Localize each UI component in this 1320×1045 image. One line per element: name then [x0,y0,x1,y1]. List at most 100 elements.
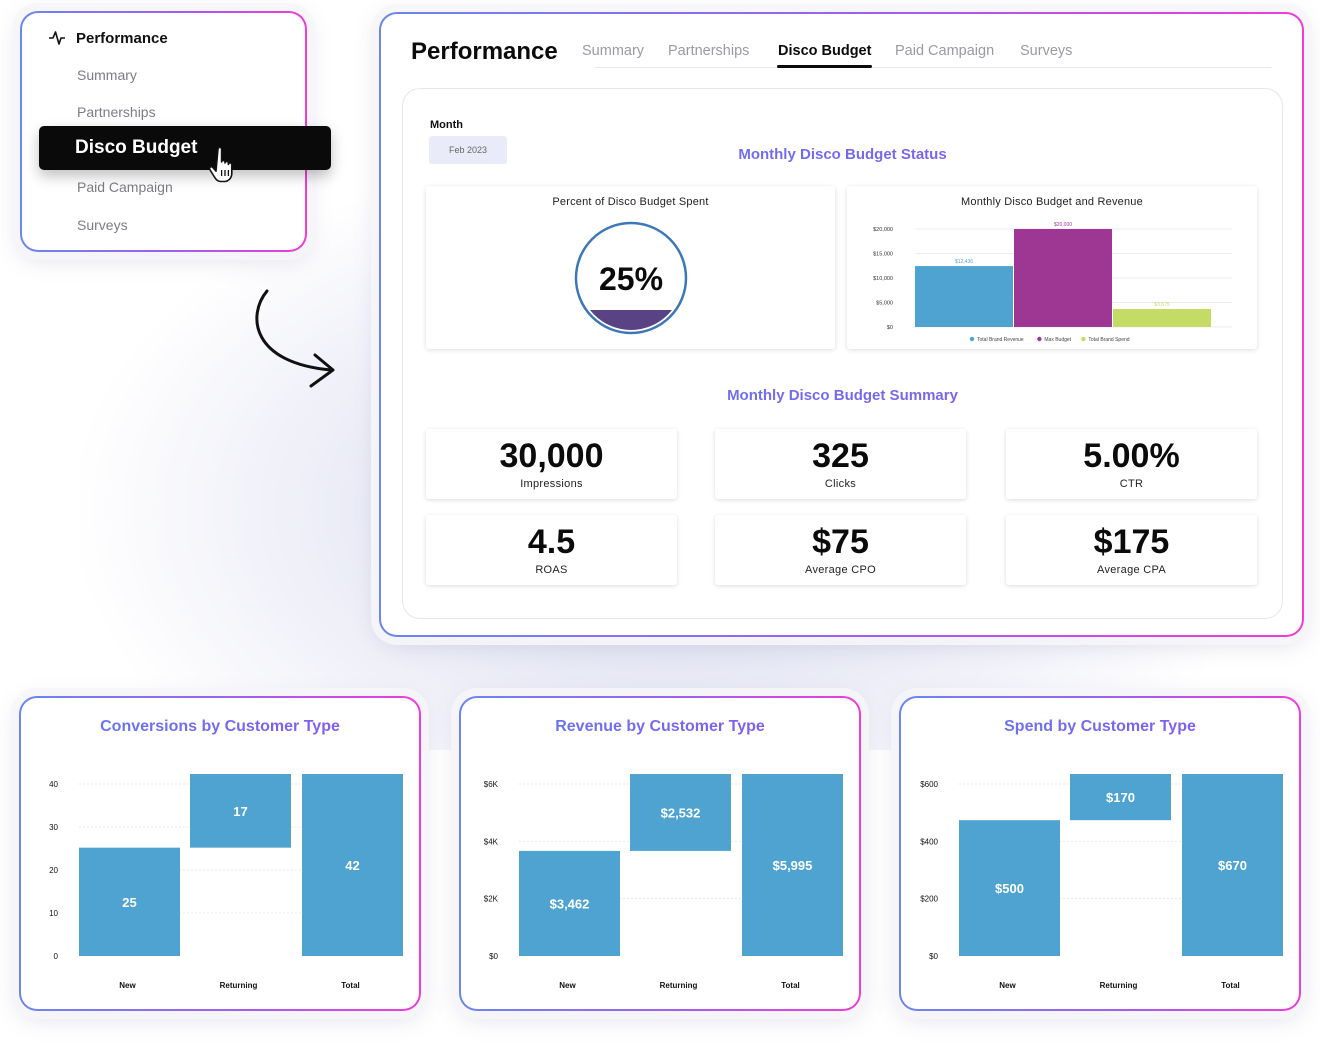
kpi-label: CTR [1119,478,1144,490]
bar-new[interactable] [519,850,620,956]
bar-total-brand-spend[interactable] [1113,308,1211,327]
bar-data-label: $170 [1106,790,1135,805]
sidebar-item-paid-campaign[interactable]: Paid Campaign [77,179,173,195]
bar-returning[interactable] [630,774,731,851]
curved-arrow-icon [255,289,335,388]
y-tick-label: $0 [887,325,893,331]
active-tab-indicator [777,65,872,68]
y-tick-label: 20 [49,866,58,875]
bar-data-label: $3,675 [1154,302,1170,308]
x-tick-label: Total [341,981,360,990]
revenue-card: Revenue by Customer Type $6K $4K $2K $0 $3,4… [459,696,861,1011]
y-tick-label: 40 [49,780,58,789]
kpi-card-roas: 4.5 ROAS [426,515,677,585]
kpi-label: Average CPA [1097,564,1166,576]
sidebar-header-label: Performance [76,29,168,47]
legend-swatch [1081,336,1086,342]
kpi-value: 30,000 [499,437,604,475]
bar-returning[interactable] [190,774,291,848]
tab-bar: Summary Partnerships Disco Budget Paid C… [582,14,1271,68]
spend-title: Spend by Customer Type [901,718,1299,736]
month-select[interactable]: Feb 2023 [429,136,507,164]
kpi-label: Average CPO [805,564,876,576]
bar-data-label: $2,532 [661,805,701,820]
gauge-ring [574,221,688,335]
main-panel: Performance Summary Partnerships Disco B… [379,12,1304,637]
kpi-label: Clicks [824,478,857,490]
y-tick-label: $200 [920,895,938,904]
bar-total-brand-revenue[interactable] [915,266,1013,327]
budget-revenue-chart: $20,000 $15,000 $10,000 $5,000 $0 $12,436 $20,… [873,222,1232,343]
bar-data-label: $500 [995,881,1024,896]
y-tick-label: $2K [484,895,499,904]
summary-section-title: Monthly Disco Budget Summary [403,387,1282,404]
x-tick-label: New [999,981,1016,990]
tab-surveys[interactable]: Surveys [1020,43,1073,59]
y-tick-label: $5,000 [876,301,893,307]
tab-summary[interactable]: Summary [582,43,645,59]
disco-budget-content: Month Feb 2023 Monthly Disco Budget Stat… [402,88,1283,619]
kpi-card-ctr: 5.00% CTR [1006,429,1257,499]
legend-label[interactable]: Max Budget [1044,337,1071,343]
x-tick-label: New [559,981,576,990]
bar-data-label: $20,000 [1054,222,1072,228]
gauge-title: Percent of Disco Budget Spent [552,196,709,208]
kpi-value: 4.5 [527,523,576,561]
budget-revenue-card: Monthly Disco Budget and Revenue $20,000… [847,186,1257,349]
bar-data-label: 17 [233,804,247,819]
x-tick-label: New [119,981,136,990]
x-tick-label: Returning [1100,981,1138,990]
bar-data-label: $3,462 [550,896,590,911]
legend-label[interactable]: Total Brand Revenue [977,337,1024,343]
bar-data-label: 25 [122,895,136,910]
sidebar-item-summary[interactable]: Summary [77,67,137,83]
legend-swatch [1037,336,1042,342]
y-tick-label: $4K [484,837,499,846]
kpi-value: $175 [1093,523,1170,561]
conversions-card: Conversions by Customer Type 40 30 20 10 0 25… [19,696,421,1011]
y-tick-label: $10,000 [873,276,893,282]
y-tick-label: $0 [489,952,498,961]
tab-paid-campaign[interactable]: Paid Campaign [895,43,995,59]
tab-disco-budget[interactable]: Disco Budget [778,43,872,59]
tab-partnerships[interactable]: Partnerships [668,43,750,59]
bar-total[interactable] [302,774,403,956]
spend-chart: $600 $400 $200 $0 $500 New $170 Returning $670 To… [920,774,1283,990]
y-tick-label: $6K [484,780,499,789]
bar-total[interactable] [742,774,843,956]
month-label: Month [430,119,463,131]
sidebar-item-disco-budget[interactable]: Disco Budget [39,126,331,170]
y-tick-label: 30 [49,823,58,832]
kpi-card-average-cpo: $75 Average CPO [715,515,966,585]
bar-returning[interactable] [1070,774,1171,821]
kpi-label: Impressions [520,478,583,490]
bar-total[interactable] [1182,774,1283,956]
gauge-chart: 25% [574,221,688,335]
revenue-chart: $6K $4K $2K $0 $3,462 New $2,532 Returning $5,99… [484,774,843,990]
hand-cursor-icon [208,146,233,183]
bar-max-budget[interactable] [1014,229,1112,327]
gauge-value: 25% [599,261,663,297]
gauge-card: Percent of Disco Budget Spent 25% [426,186,835,349]
sidebar-item-partnerships[interactable]: Partnerships [77,104,156,120]
page-title: Performance [411,38,558,65]
bar-new[interactable] [959,820,1060,956]
kpi-card-average-cpa: $175 Average CPA [1006,515,1257,585]
y-tick-label: 0 [54,952,59,961]
y-tick-label: $400 [920,837,938,846]
legend-label[interactable]: Total Brand Spend [1088,337,1129,343]
kpi-value: 325 [812,437,869,475]
kpi-label: ROAS [535,564,568,576]
budget-revenue-title: Monthly Disco Budget and Revenue [961,196,1143,208]
sidebar-item-surveys[interactable]: Surveys [77,217,128,233]
y-tick-label: $0 [929,952,938,961]
bar-data-label: 42 [345,858,359,873]
x-tick-label: Returning [220,981,258,990]
y-tick-label: 10 [49,909,58,918]
bar-new[interactable] [79,847,180,956]
kpi-value: $75 [812,523,869,561]
y-tick-label: $600 [920,780,938,789]
x-tick-label: Total [1221,981,1240,990]
kpi-value: 5.00% [1083,437,1180,475]
sidebar-header[interactable]: Performance [48,29,168,47]
